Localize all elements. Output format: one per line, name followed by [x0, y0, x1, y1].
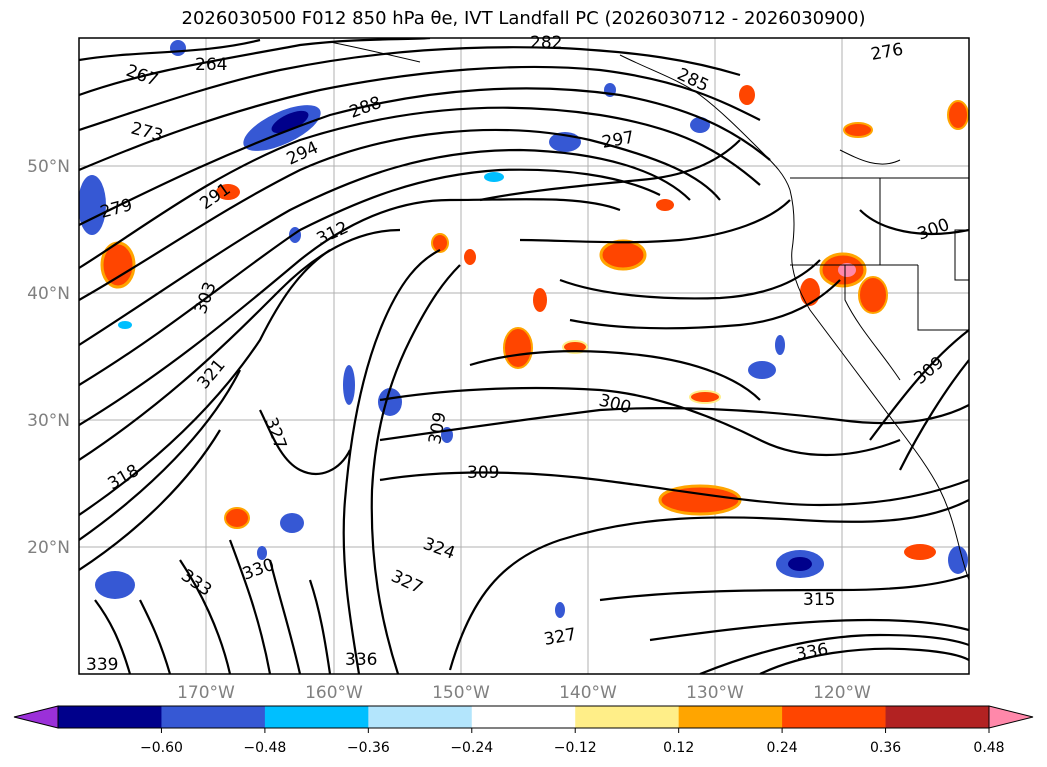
colorbar-cell	[678, 706, 783, 728]
blob-positive	[533, 288, 547, 312]
blob-positive	[599, 239, 647, 271]
blob-positive	[216, 184, 240, 200]
colorbar-cell	[368, 706, 473, 728]
lon-label-150w: 150°W	[432, 683, 490, 703]
blob-negative	[343, 365, 355, 405]
blob-positive	[431, 233, 449, 253]
contour-label: 309	[467, 463, 499, 483]
colorbar-cell	[575, 706, 680, 728]
contour-label: 264	[195, 55, 227, 75]
contour-label: 339	[86, 655, 118, 675]
colorbar-tick-label: −0.36	[347, 740, 390, 756]
lat-label-40n: 40°N	[27, 284, 70, 304]
blob-negative	[79, 175, 106, 235]
blob-positive	[904, 544, 936, 560]
colorbar-tick-label: −0.24	[450, 740, 493, 756]
colorbar-tick-label: 0.36	[870, 740, 901, 756]
coastlines	[329, 41, 969, 581]
blob-positive	[858, 276, 888, 314]
theta-e-contours	[79, 38, 969, 674]
blob-positive	[838, 263, 856, 277]
lon-label-140w: 140°W	[559, 683, 617, 703]
blob-negative	[948, 546, 968, 574]
blob-positive	[224, 507, 250, 529]
blob-positive	[689, 390, 721, 404]
lat-label-50n: 50°N	[27, 157, 70, 177]
colorbar-cell	[58, 706, 162, 728]
blob-negative	[280, 513, 304, 533]
latitude-labels: 50°N 40°N 30°N 20°N	[27, 157, 70, 558]
blob-negative	[788, 557, 812, 571]
blob-positive	[464, 249, 476, 265]
colorbar-tick-label: 0.12	[663, 740, 694, 756]
contour-label: 315	[803, 590, 835, 610]
colorbar: −0.60 −0.48 −0.36 −0.24 −0.12 0.12 0.24 0.36 0.4…	[13, 705, 1034, 756]
lon-label-160w: 160°W	[305, 683, 363, 703]
colorbar-tick-label: −0.12	[554, 740, 597, 756]
lon-label-130w: 130°W	[686, 683, 744, 703]
blob-negative	[555, 602, 565, 618]
blob-negative	[95, 571, 135, 599]
colorbar-tick-label: 0.48	[973, 740, 1004, 756]
contour-label: 282	[530, 33, 562, 53]
gridlines	[79, 38, 969, 674]
colorbar-frame	[57, 705, 990, 729]
blob-negative	[484, 172, 504, 182]
colorbar-extend-right	[988, 705, 1034, 729]
blob-negative	[118, 321, 132, 329]
blob-positive	[800, 278, 820, 306]
colorbar-cell	[471, 706, 576, 728]
blob-positive	[843, 122, 873, 138]
colorbar-tick-label: −0.60	[140, 740, 183, 756]
colorbar-extend-left	[13, 705, 59, 729]
blob-negative	[690, 117, 710, 133]
blob-negative	[257, 546, 267, 560]
plot-frame	[78, 37, 970, 675]
blob-positive	[656, 199, 674, 211]
colorbar-cell	[782, 706, 887, 728]
blob-positive	[503, 327, 533, 369]
contour-label: 336	[345, 650, 377, 670]
map-title: 2026030500 F012 850 hPa θe, IVT Landfall…	[181, 8, 866, 29]
blob-negative	[775, 335, 785, 355]
blob-negative	[170, 40, 186, 56]
lat-label-30n: 30°N	[27, 411, 70, 431]
lon-label-120w: 120°W	[813, 683, 871, 703]
colorbar-cell	[885, 706, 990, 728]
lat-label-20n: 20°N	[27, 538, 70, 558]
colorbar-cell	[161, 706, 266, 728]
colorbar-tick-label: 0.24	[767, 740, 798, 756]
colorbar-cell	[264, 706, 369, 728]
anomaly-fills	[79, 40, 969, 618]
blob-positive	[739, 85, 755, 105]
blob-negative	[748, 361, 776, 379]
lon-label-170w: 170°W	[177, 683, 235, 703]
blob-negative	[271, 110, 309, 134]
colorbar-tick-label: −0.48	[243, 740, 286, 756]
blob-positive	[947, 100, 969, 130]
longitude-labels: 170°W 160°W 150°W 140°W 130°W 120°W	[177, 683, 871, 703]
